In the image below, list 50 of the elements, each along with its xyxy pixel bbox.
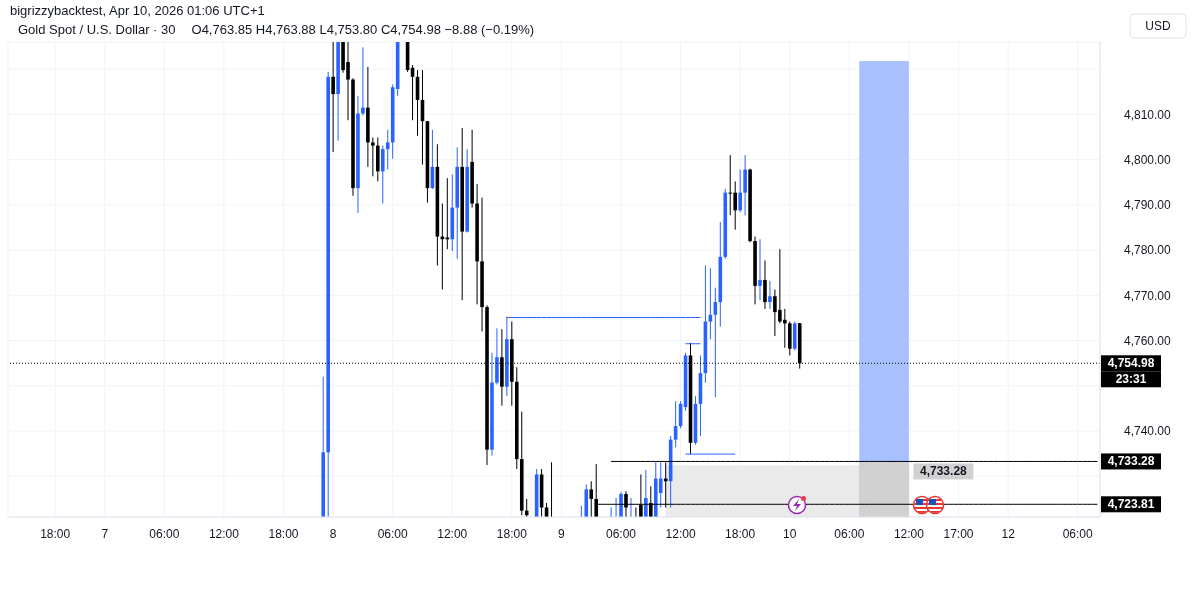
x-tick-label: 18:00: [40, 526, 71, 541]
x-tick-label: 12:00: [665, 526, 696, 541]
candlestick: [728, 154, 733, 216]
x-tick-label: 10: [783, 526, 797, 541]
data-label: 4,723.81: [1107, 497, 1155, 512]
candlestick: [743, 154, 747, 216]
text: 23:31: [1115, 372, 1147, 387]
candlestick: [619, 491, 623, 517]
x-tick-label: 18:00: [268, 526, 299, 541]
candlestick: [385, 129, 390, 171]
x-tick-label: 7: [101, 526, 109, 541]
y-tick-label: 4,780.00: [1124, 243, 1172, 258]
y-tick-label: 4,800.00: [1124, 152, 1172, 167]
chart-subtitle: O4,763.85 H4,763.88 L4,753.80 C4,754.98 −8.88 (−0.19%): [191, 22, 535, 37]
candlestick: [763, 260, 767, 310]
data-label: 4,733.28: [1107, 454, 1155, 469]
y-tick-label: 4,740.00: [1124, 424, 1172, 439]
x-tick-label: 8: [329, 526, 337, 541]
x-tick-label: 06:00: [834, 526, 865, 541]
x-tick-label: 06:00: [605, 526, 637, 541]
y-axis-title: USD: [1145, 19, 1171, 33]
text: bigrizzybacktest, Apr 10, 2026 01:06 UTC+1: [10, 3, 265, 18]
x-tick-label: 12:00: [437, 526, 468, 541]
y-tick-label: 4,770.00: [1124, 288, 1172, 303]
candlestick: [361, 46, 365, 116]
x-tick-label: 18:00: [725, 526, 756, 541]
y-tick-label: 4,790.00: [1124, 198, 1172, 213]
y-tick-label: 4,760.00: [1124, 333, 1172, 348]
x-tick-label: 12:00: [893, 526, 925, 541]
candlestick: [524, 498, 529, 517]
x-tick-label: 06:00: [149, 526, 180, 541]
candlestick: [331, 42, 335, 153]
x-tick-label: 06:00: [377, 526, 409, 541]
ref-line-label: 4,754.98: [1107, 356, 1155, 371]
candlestick: [758, 238, 762, 301]
candlestick: [738, 169, 742, 213]
candlestick: [371, 136, 375, 177]
candlestick: [768, 280, 772, 310]
y-tick-label: 4,810.00: [1124, 107, 1172, 122]
x-tick-label: 12: [1001, 526, 1016, 541]
x-tick-label: 18:00: [496, 526, 528, 541]
candlestick: [589, 480, 594, 517]
candlestick: [380, 145, 385, 204]
x-tick-label: 12:00: [208, 526, 240, 541]
x-tick-label: 17:00: [943, 526, 974, 541]
data-label: 4,733.28: [920, 464, 968, 479]
x-tick-label: 06:00: [1062, 526, 1093, 541]
x-tick-label: 9: [558, 526, 566, 541]
candlestick: [644, 469, 648, 517]
chart-title: Gold Spot / U.S. Dollar · 30: [18, 22, 176, 37]
